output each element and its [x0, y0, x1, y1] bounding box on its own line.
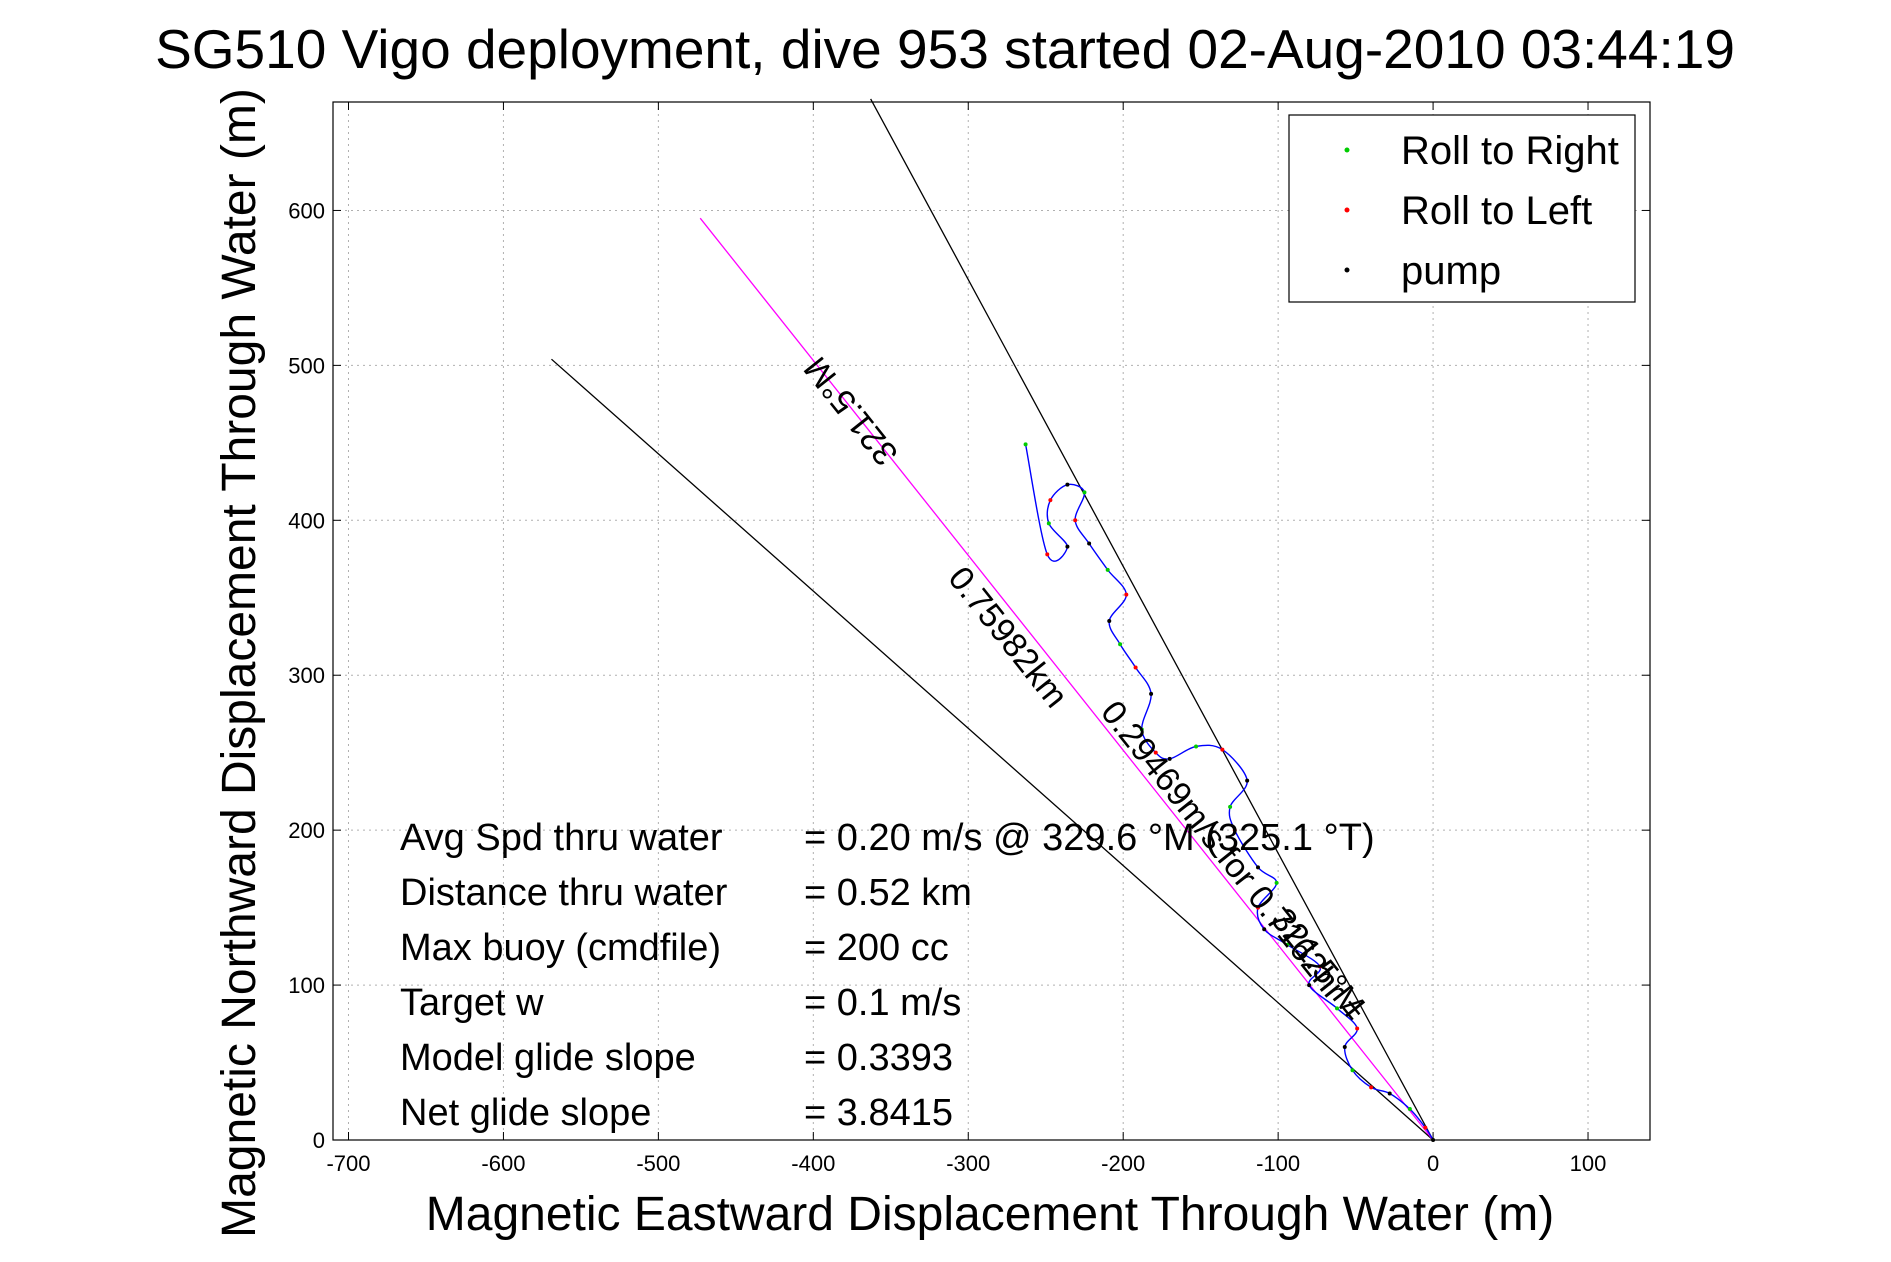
info-row-label: Distance thru water	[400, 872, 728, 914]
track-point	[1073, 518, 1078, 523]
track-point	[1139, 727, 1144, 732]
track-point	[1149, 691, 1154, 696]
info-row-label: Target w	[400, 982, 544, 1024]
x-tick-label: -300	[946, 1151, 990, 1176]
info-row-label: Max buoy (cmdfile)	[400, 927, 721, 969]
track-point	[1317, 964, 1322, 969]
track-point	[1045, 552, 1050, 557]
y-tick-label: 300	[288, 663, 325, 688]
x-tick-label: -500	[636, 1151, 680, 1176]
y-tick-label: 200	[288, 818, 325, 843]
track-point	[1255, 905, 1260, 910]
track-point	[1387, 1091, 1392, 1096]
track-point	[1082, 490, 1087, 495]
track-point	[1274, 880, 1279, 885]
track-point	[1046, 521, 1051, 526]
x-axis-label: Magnetic Eastward Displacement Through W…	[426, 1188, 1554, 1241]
envelope-left	[551, 358, 1434, 1141]
y-tick-label: 500	[288, 353, 325, 378]
glider-track-layer	[1023, 442, 1436, 1142]
track-point	[1262, 927, 1267, 932]
y-tick-label: 600	[288, 198, 325, 223]
x-tick-label: -200	[1101, 1151, 1145, 1176]
x-tick-label: 100	[1570, 1151, 1607, 1176]
legend-marker	[1344, 147, 1350, 153]
track-point	[1232, 828, 1237, 833]
legend-marker	[1344, 267, 1350, 273]
y-axis-label: Magnetic Northward Displacement Through …	[213, 88, 266, 1238]
info-row-value: = 0.3393	[804, 1037, 953, 1079]
info-row-label: Avg Spd thru water	[400, 817, 723, 859]
plot-frame	[332, 101, 1651, 1141]
track-point	[1087, 541, 1092, 546]
envelope-right	[870, 98, 1434, 1141]
heading-line	[699, 217, 1434, 1141]
y-tick-label: 0	[313, 1128, 325, 1153]
x-tick-label: -700	[326, 1151, 370, 1176]
info-row-value: = 3.8415	[804, 1092, 953, 1134]
track-point	[1285, 942, 1290, 947]
track-point	[1307, 983, 1312, 988]
info-row-label: Net glide slope	[400, 1092, 651, 1134]
legend-label: Roll to Right	[1401, 129, 1619, 173]
y-tick-label: 400	[288, 508, 325, 533]
info-row-value: = 0.20 m/s @ 329.6 °M (325.1 °T)	[804, 817, 1375, 859]
axis-ticks: -700 -600 -500 -400 -300 -200 -100 0 100 0 100 200 3…	[288, 102, 1650, 1176]
x-tick-label: -100	[1256, 1151, 1300, 1176]
legend-label: pump	[1401, 249, 1501, 293]
track-point	[1124, 592, 1129, 597]
info-row-value: = 0.52 km	[804, 872, 972, 914]
track-point	[1133, 665, 1138, 670]
track-point	[1023, 442, 1028, 447]
track-point	[1255, 865, 1260, 870]
track-point	[1355, 1026, 1360, 1031]
grid	[333, 102, 1650, 1141]
track-point	[1118, 642, 1123, 647]
legend-marker	[1344, 207, 1350, 213]
track-point	[1194, 744, 1199, 749]
track-point	[1342, 1045, 1347, 1050]
track-point	[1431, 1138, 1436, 1142]
track-point	[1245, 778, 1250, 783]
x-tick-label: -400	[791, 1151, 835, 1176]
track-point	[1048, 498, 1053, 503]
track-point	[1107, 619, 1112, 623]
info-row-label: Model glide slope	[400, 1037, 696, 1079]
track-point	[1167, 756, 1172, 761]
reference-lines	[551, 98, 1434, 1141]
track-point	[1335, 1006, 1340, 1011]
legend: Roll to Right Roll to Left pump	[1288, 114, 1636, 303]
info-row-value: = 0.1 m/s	[804, 982, 961, 1024]
x-tick-label: 0	[1427, 1151, 1439, 1176]
track-point	[1369, 1085, 1374, 1090]
track-point	[1065, 482, 1070, 487]
track-point	[1153, 750, 1158, 755]
track-point	[1105, 567, 1110, 572]
x-tick-label: -600	[481, 1151, 525, 1176]
track-point	[1065, 544, 1070, 549]
track-point	[1350, 1068, 1355, 1073]
info-panel: Avg Spd thru water = 0.20 m/s @ 329.6 °M …	[400, 817, 1375, 1134]
info-row-value: = 200 cc	[804, 927, 949, 969]
track-point	[1407, 1107, 1412, 1112]
track-point	[1228, 804, 1233, 809]
track-point	[1220, 747, 1225, 752]
chart-title: SG510 Vigo deployment, dive 953 started …	[155, 18, 1735, 80]
y-tick-label: 100	[288, 973, 325, 998]
track-point	[1423, 1125, 1428, 1130]
legend-label: Roll to Left	[1401, 189, 1592, 233]
